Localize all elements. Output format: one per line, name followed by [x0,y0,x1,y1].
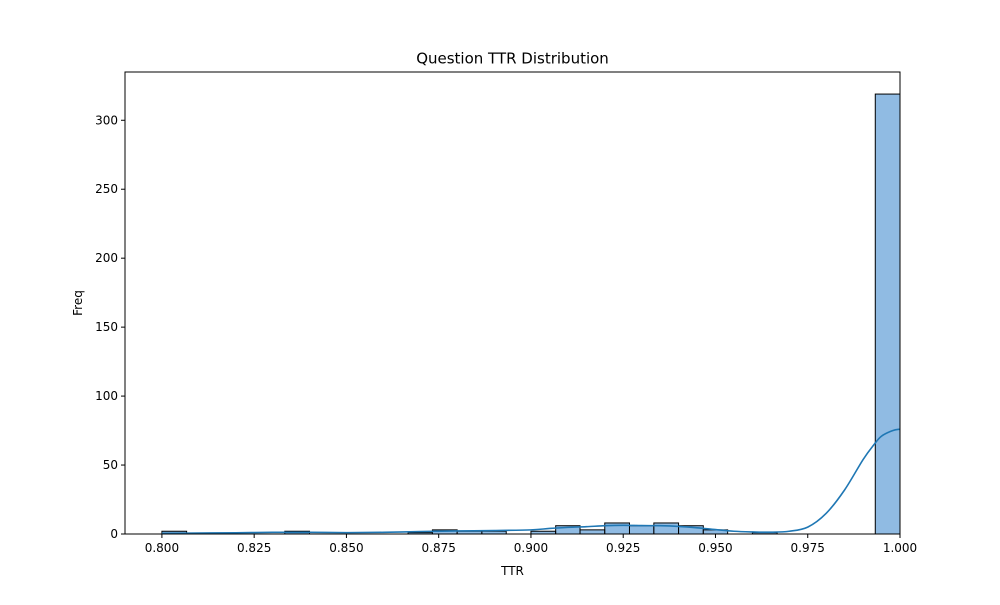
x-tick-label: 0.850 [329,541,363,555]
histogram-bar [628,525,655,535]
x-axis-label: TTR [500,564,524,578]
kde-layer [161,428,901,535]
x-tick-label: 0.875 [422,541,456,555]
y-axis-ticks: 0 50 100 150 200 250 300 [95,113,125,541]
x-tick-label: 0.975 [791,541,825,555]
x-tick-label: 1.000 [883,541,917,555]
y-tick-label: 150 [95,320,118,334]
histogram-bar [653,522,680,535]
y-tick-label: 300 [95,113,118,127]
histogram-bar [579,529,606,535]
bars-layer [161,93,901,535]
x-tick-label: 0.950 [698,541,732,555]
y-tick-label: 0 [110,527,118,541]
y-tick-label: 250 [95,182,118,196]
y-axis-label: Freq [71,290,85,316]
y-tick-label: 50 [103,458,118,472]
x-tick-label: 0.800 [145,541,179,555]
y-tick-label: 100 [95,389,118,403]
x-axis-ticks: 0.800 0.825 0.850 0.875 0.900 0.925 0.950 0.975… [145,534,917,555]
kde-curve [161,428,901,535]
x-tick-label: 0.925 [606,541,640,555]
chart-title: Question TTR Distribution [416,50,609,68]
x-tick-label: 0.825 [237,541,271,555]
x-tick-label: 0.900 [514,541,548,555]
plot-frame [124,71,901,535]
histogram-bar [874,93,901,535]
y-tick-label: 200 [95,251,118,265]
